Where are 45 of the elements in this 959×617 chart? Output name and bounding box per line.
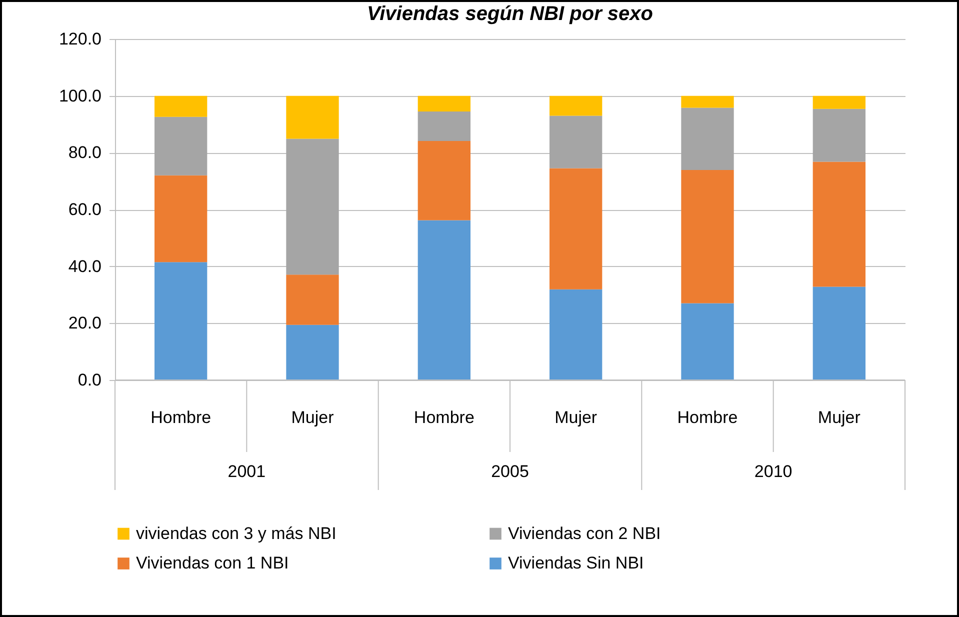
bar bbox=[154, 116, 208, 176]
y-tick-label: 100.0 bbox=[58, 86, 102, 106]
bar bbox=[550, 116, 602, 168]
x-tick-label: Hombre bbox=[150, 408, 212, 427]
y-tick-label: 60.0 bbox=[68, 200, 102, 219]
legend-label: Viviendas con 2 NBI bbox=[508, 524, 661, 543]
x-tick-label: Mujer bbox=[554, 408, 598, 427]
bar bbox=[154, 96, 208, 117]
bar bbox=[812, 286, 866, 380]
bar bbox=[286, 324, 339, 380]
bar bbox=[418, 141, 470, 220]
bar bbox=[812, 162, 866, 287]
legend-label: Viviendas con 1 NBI bbox=[136, 554, 289, 572]
text: 2005 bbox=[491, 462, 529, 481]
x-tick-label: Hombre bbox=[414, 408, 474, 427]
bar bbox=[681, 108, 734, 170]
bar bbox=[550, 289, 602, 380]
y-tick-label: 40.0 bbox=[68, 256, 102, 276]
chart-title: Viviendas según NBI por sexo bbox=[366, 3, 654, 25]
bar bbox=[812, 108, 866, 162]
bar bbox=[681, 96, 734, 108]
bar bbox=[154, 262, 208, 380]
bar bbox=[418, 220, 470, 380]
bar bbox=[154, 175, 208, 262]
bar bbox=[681, 303, 734, 380]
bar bbox=[681, 170, 734, 304]
bar bbox=[286, 138, 339, 275]
bar bbox=[418, 111, 470, 142]
bar bbox=[812, 96, 866, 109]
bar bbox=[550, 168, 602, 290]
legend-label: Viviendas Sin NBI bbox=[508, 554, 644, 572]
bar bbox=[286, 274, 339, 325]
bar bbox=[418, 96, 470, 112]
y-tick-label: 120.0 bbox=[58, 30, 102, 48]
text: 2010 bbox=[754, 462, 792, 481]
y-tick-label: 80.0 bbox=[68, 143, 102, 162]
text: 2001 bbox=[228, 462, 266, 481]
x-tick-label: Mujer bbox=[291, 408, 334, 427]
legend-label: viviendas con 3 y más NBI bbox=[136, 524, 336, 543]
bar bbox=[550, 96, 602, 116]
x-tick-label: Mujer bbox=[818, 408, 861, 427]
bar bbox=[286, 96, 339, 139]
y-tick-label: 20.0 bbox=[68, 314, 102, 333]
x-tick-label: Hombre bbox=[677, 408, 738, 427]
y-tick-label: 0.0 bbox=[78, 370, 102, 390]
